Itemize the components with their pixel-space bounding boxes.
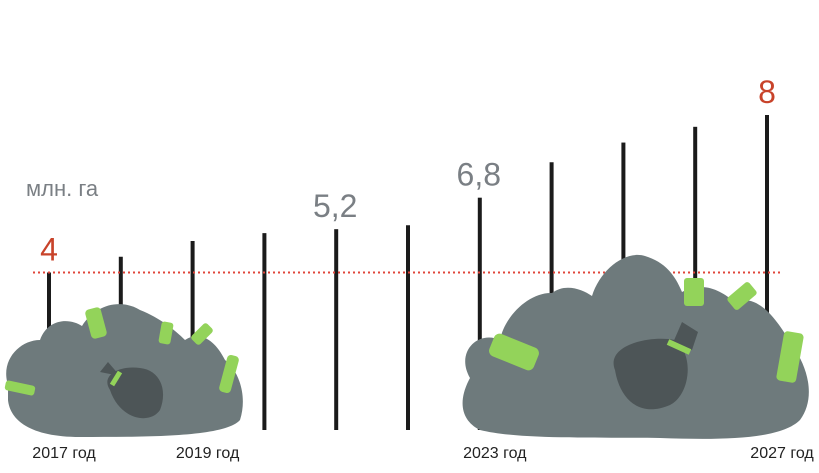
- x-tick-label-2017: 2017 год: [32, 445, 96, 462]
- bar-2021: [334, 229, 339, 430]
- garbage-pile-left: [4, 304, 243, 437]
- value-label-2021: 5,2: [313, 188, 357, 224]
- garbage-pile-right: [462, 254, 809, 439]
- bar-2023: [477, 197, 482, 430]
- value-label-2017: 4: [40, 232, 58, 268]
- unit-label: млн. га: [26, 176, 99, 201]
- value-labels-layer: 4 5,2 6,8 8: [40, 74, 776, 268]
- bar-2022: [406, 225, 410, 430]
- x-tick-label-2019: 2019 год: [176, 445, 240, 462]
- x-axis-labels: 2017 год 2019 год 2023 год 2027 год: [32, 445, 814, 462]
- x-tick-label-2023: 2023 год: [463, 445, 527, 462]
- x-tick-label-2027: 2027 год: [750, 445, 814, 462]
- bar-2027: [765, 115, 769, 430]
- bar-2020: [262, 233, 267, 430]
- value-label-2023: 6,8: [457, 157, 501, 193]
- value-label-2027: 8: [758, 74, 776, 110]
